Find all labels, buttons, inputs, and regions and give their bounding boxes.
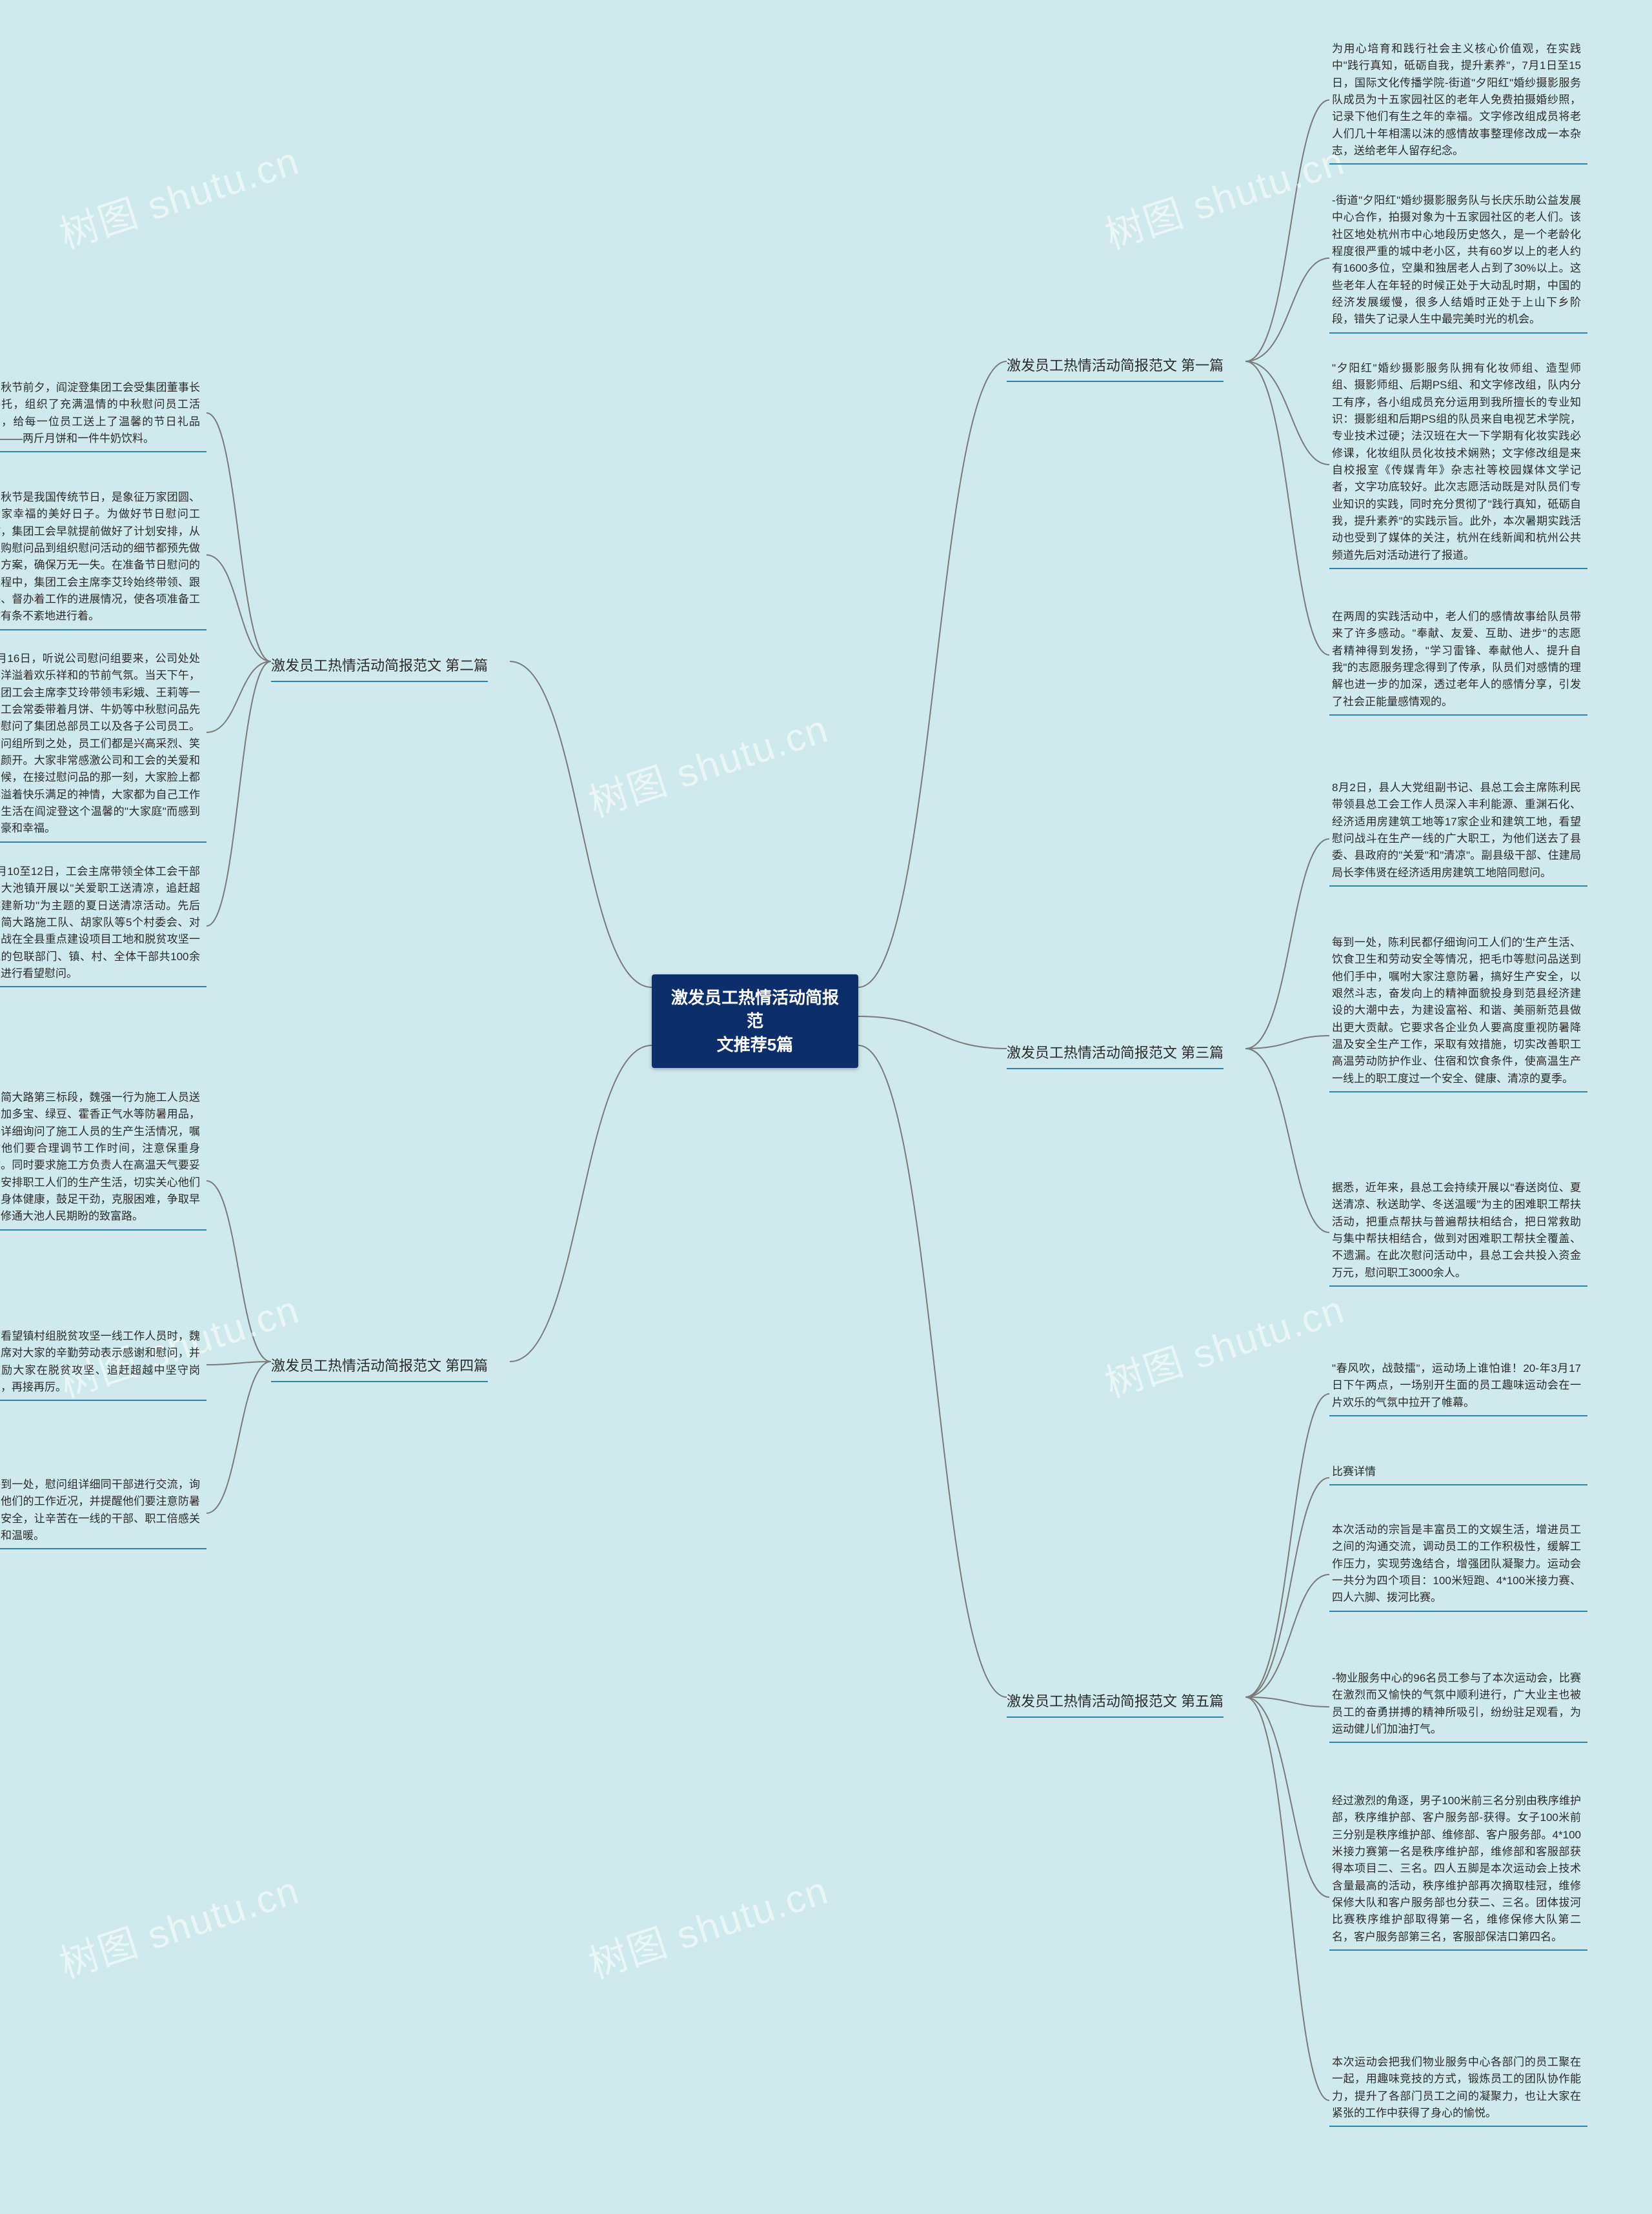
leaf-5a: "春风吹，战鼓擂"，运动场上谁怕谁！20-年3月17日下午两点，一场别开生面的员…: [1329, 1355, 1587, 1416]
watermark: 树图 shutu.cn: [581, 1859, 835, 1989]
center-topic: 激发员工热情活动简报范 文推荐5篇: [652, 974, 858, 1068]
watermark: 树图 shutu.cn: [581, 698, 835, 828]
leaf-4b: 在看望镇村组脱贫攻坚一线工作人员时，魏主席对大家的辛勤劳动表示感谢和慰问，并鼓励…: [0, 1323, 206, 1401]
watermark: 树图 shutu.cn: [1097, 130, 1351, 260]
leaf-1b: -街道"夕阳红"婚纱摄影服务队与长庆乐助公益发展中心合作，拍摄对象为十五家园社区…: [1329, 187, 1587, 334]
branch-2: 激发员工热情活动简报范文 第二篇: [271, 649, 488, 682]
leaf-5b: 比赛详情: [1329, 1458, 1587, 1485]
watermark: 树图 shutu.cn: [52, 130, 306, 260]
branch-1: 激发员工热情活动简报范文 第一篇: [1007, 348, 1224, 382]
leaf-3b: 每到一处，陈利民都仔细询问工人们的'生产生活、饮食卫生和劳动安全等情况，把毛巾等…: [1329, 929, 1587, 1092]
leaf-4a: 在简大路第三标段，魏强一行为施工人员送去加多宝、绿豆、霍香正气水等防暑用品，并详…: [0, 1084, 206, 1231]
leaf-1d: 在两周的实践活动中，老人们的感情故事给队员带来了许多感动。"奉献、友爱、互助、进…: [1329, 603, 1587, 716]
leaf-5f: 本次运动会把我们物业服务中心各部门的员工聚在一起，用趣味竞技的方式，锻炼员工的团…: [1329, 2049, 1587, 2127]
leaf-2a: 中秋节前夕，阎淀登集团工会受集团董事长委托，组织了充满温情的中秋慰问员工活动，给…: [0, 374, 206, 452]
leaf-2d: 7月10至12日，工会主席带领全体工会干部到大池镇开展以"关爱职工送清凉，追赶超…: [0, 858, 206, 987]
leaf-5e: 经过激烈的角逐，男子100米前三名分别由秩序维护部，秩序维护部、客户服务部-获得…: [1329, 1787, 1587, 1951]
branch-5: 激发员工热情活动简报范文 第五篇: [1007, 1684, 1224, 1718]
center-line2: 文推荐5篇: [717, 1035, 793, 1054]
branch-4: 激发员工热情活动简报范文 第四篇: [271, 1349, 488, 1382]
watermark: 树图 shutu.cn: [1097, 1278, 1351, 1409]
leaf-1c: "夕阳红"婚纱摄影服务队拥有化妆师组、造型师组、摄影师组、后期PS组、和文字修改…: [1329, 355, 1587, 569]
leaf-5d: -物业服务中心的96名员工参与了本次运动会，比赛在激烈而又愉快的气氛中顺利进行，…: [1329, 1665, 1587, 1743]
leaf-3a: 8月2日，县人大党组副书记、县总工会主席陈利民带领县总工会工作人员深入丰利能源、…: [1329, 774, 1587, 887]
leaf-1a: 为用心培育和践行社会主义核心价值观，在实践中"践行真知，砥砺自我，提升素养"，7…: [1329, 35, 1587, 165]
mindmap-canvas: 树图 shutu.cn 树图 shutu.cn 树图 shutu.cn 树图 s…: [0, 0, 1652, 2214]
leaf-3c: 据悉，近年来，县总工会持续开展以"春送岗位、夏送清凉、秋送助学、冬送温暖"为主的…: [1329, 1174, 1587, 1287]
branch-3: 激发员工热情活动简报范文 第三篇: [1007, 1036, 1224, 1069]
leaf-2b: 中秋节是我国传统节日，是象征万家团圆、合家幸福的美好日子。为做好节日慰问工作，集…: [0, 484, 206, 630]
center-line1: 激发员工热情活动简报范: [671, 988, 839, 1031]
watermark: 树图 shutu.cn: [52, 1859, 306, 1989]
leaf-5c: 本次活动的宗旨是丰富员工的文娱生活，增进员工之间的沟通交流，调动员工的工作积极性…: [1329, 1516, 1587, 1612]
leaf-2c: 9月16日，听说公司慰问组要来，公司处处都洋溢着欢乐祥和的节前气氛。当天下午，集…: [0, 645, 206, 843]
leaf-4c: 每到一处，慰问组详细同干部进行交流，询问他们的工作近况，并提醒他们要注意防暑及安…: [0, 1471, 206, 1549]
